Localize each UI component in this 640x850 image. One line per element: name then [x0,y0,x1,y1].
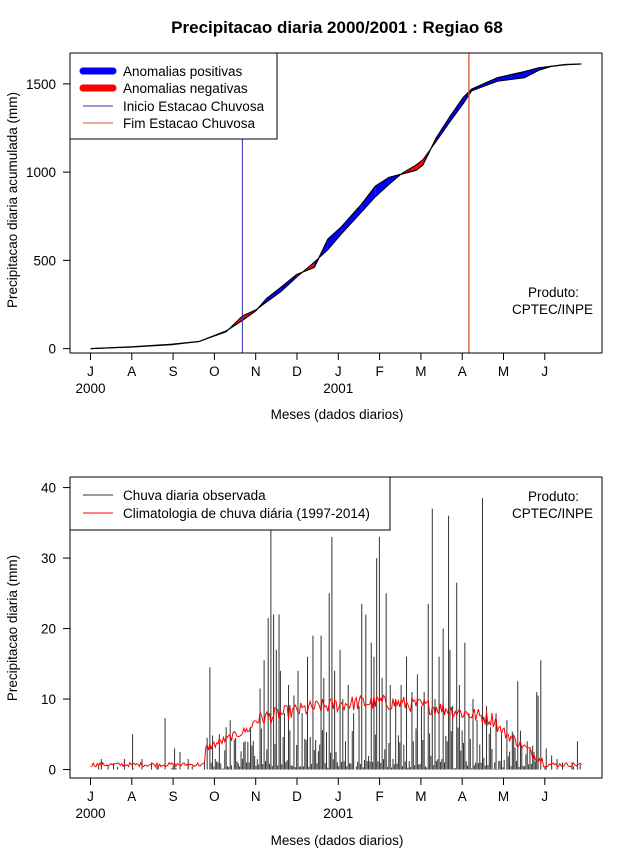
climatology-cumulative-line [90,63,582,350]
positive-anomaly-area [524,68,539,78]
x-tick-label: J [541,364,548,379]
year-label: 2000 [75,381,105,396]
x-tick-label: S [169,364,178,379]
bottom-x-axis: J A S O N D J F M A M J 2000 2001 [75,778,548,821]
bottom-product-name: CPTEC/INPE [512,506,593,521]
positive-anomaly-area [361,186,376,212]
top-plot-frame [69,52,603,354]
y-tick-label: 10 [41,692,56,707]
bottom-legend: Chuva diaria observada Climatologia de c… [69,476,391,531]
y-tick-label: 20 [41,622,56,637]
legend-label-positive: Anomalias positivas [123,64,243,79]
top-legend-box [69,52,278,140]
legend-label-inicio: Inicio Estacao Chuvosa [123,99,265,114]
top-product-label: Produto: [528,285,579,300]
positive-anomaly-area [497,71,525,82]
y-tick-label: 0 [48,342,56,357]
x-tick-label: A [127,364,136,379]
y-tick-label: 40 [41,481,56,496]
x-tick-label: N [251,789,261,804]
positive-anomaly-area [327,226,342,250]
observed-cumulative-line [90,63,582,350]
top-x-label: Meses (dados diarios) [271,407,404,422]
daily-climatology-line [90,694,582,768]
positive-anomaly-area [375,177,389,197]
legend-label-climatology: Climatologia de chuva diária (1997-2014) [123,506,370,521]
x-tick-label: A [458,364,467,379]
bottom-y-axis: 0 10 20 30 40 [41,481,70,778]
x-tick-label: F [375,364,383,379]
y-tick-label: 500 [33,253,56,268]
x-tick-label: J [541,789,548,804]
x-tick-label: O [209,364,220,379]
cumulative-precipitation-panel: J A S O N D J F M A M J 2000 2001 0 500 1000 1500 Precip… [5,52,603,422]
x-tick-label: O [209,789,220,804]
y-tick-label: 0 [48,763,56,778]
x-tick-label: M [498,364,509,379]
negative-anomaly-area [416,159,423,171]
bottom-legend-box [69,476,391,531]
year-label: 2000 [75,806,105,821]
positive-anomaly-area [266,287,281,302]
x-tick-label: A [458,789,467,804]
positive-anomaly-area [449,97,464,122]
x-tick-label: J [87,364,94,379]
year-label: 2001 [323,381,353,396]
legend-label-fim: Fim Estacao Chuvosa [123,116,256,131]
daily-precipitation-panel: J A S O N D J F M A M J 2000 2001 0 10 20 30 40 Precipita… [5,476,603,848]
x-tick-label: N [251,364,261,379]
x-tick-label: D [292,364,302,379]
y-tick-label: 30 [41,551,56,566]
x-tick-label: F [375,789,383,804]
legend-label-negative: Anomalias negativas [123,81,248,96]
top-product-name: CPTEC/INPE [512,302,593,317]
year-label: 2001 [323,806,353,821]
x-tick-label: M [415,789,426,804]
top-y-label: Precipitacao diaria acumulada (mm) [5,92,20,308]
x-tick-label: M [415,364,426,379]
legend-label-observed: Chuva diaria observada [123,488,266,503]
x-tick-label: M [498,789,509,804]
y-tick-label: 1000 [26,165,56,180]
y-tick-label: 1500 [26,77,56,92]
x-tick-label: J [335,364,342,379]
x-tick-label: J [335,789,342,804]
positive-anomaly-area [341,203,362,234]
x-tick-label: J [87,789,94,804]
bottom-y-label: Precipitacao diaria (mm) [5,555,20,701]
bottom-x-label: Meses (dados diarios) [271,833,404,848]
x-tick-label: S [169,789,178,804]
top-y-axis: 0 500 1000 1500 [26,77,70,357]
x-tick-label: D [292,789,302,804]
bottom-product-label: Produto: [528,489,579,504]
top-x-axis: J A S O N D J F M A M J 2000 2001 [75,353,548,396]
top-legend: Anomalias positivas Anomalias negativas … [69,52,278,140]
chart-title: Precipitacao diaria 2000/2001 : Regiao 6… [171,18,503,37]
x-tick-label: A [127,789,136,804]
